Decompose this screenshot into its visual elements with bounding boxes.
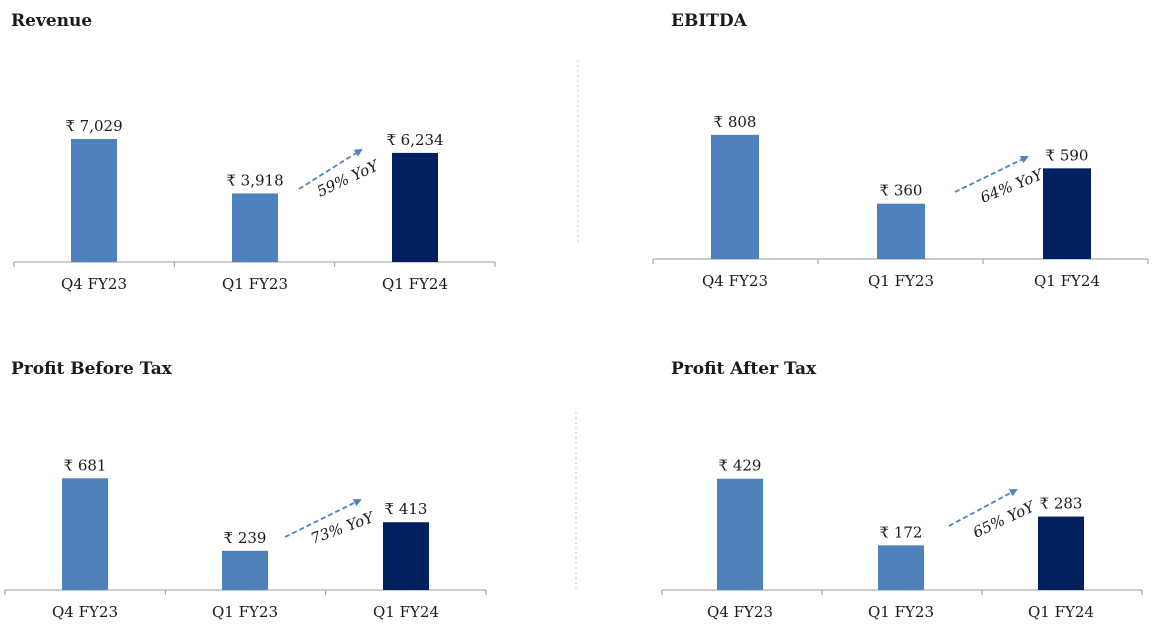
chart-panel-3: Profit Before Tax ₹ 681 Q4 FY23 ₹ 239 Q1 FY2…: [4, 359, 487, 621]
bar-q1-fy23: [877, 203, 925, 259]
category-label: Q1 FY24: [373, 603, 439, 621]
category-label: Q1 FY24: [1028, 603, 1094, 621]
category-label: Q1 FY24: [1034, 272, 1100, 290]
growth-annotation: 65% YoY: [970, 497, 1039, 542]
growth-arrow: [298, 148, 363, 190]
data-label: ₹ 239: [224, 529, 267, 547]
category-label: Q1 FY23: [868, 272, 934, 290]
category-label: Q4 FY23: [707, 603, 773, 621]
bar-q4-fy23: [71, 138, 117, 262]
data-label: ₹ 429: [719, 457, 762, 475]
category-label: Q4 FY23: [702, 272, 768, 290]
chart-title: Profit After Tax: [671, 359, 817, 379]
data-label: ₹ 7,029: [65, 117, 122, 135]
data-label: ₹ 360: [880, 182, 923, 200]
data-label: ₹ 3,918: [226, 171, 283, 189]
bar-q1-fy23: [878, 545, 924, 590]
growth-arrow: [954, 156, 1029, 193]
chart-title: EBITDA: [671, 11, 748, 31]
data-label: ₹ 590: [1046, 146, 1089, 164]
category-label: Q4 FY23: [61, 275, 127, 293]
growth-arrow: [948, 489, 1018, 527]
data-label: ₹ 6,234: [386, 131, 443, 149]
data-label: ₹ 413: [385, 500, 428, 518]
category-label: Q4 FY23: [52, 603, 118, 621]
bar-q1-fy23: [232, 193, 278, 262]
chart-panel-1: Revenue ₹ 7,029 Q4 FY23 ₹ 3,918 Q1 FY23 ₹ 6,2…: [11, 11, 496, 293]
growth-annotation: 73% YoY: [308, 508, 378, 548]
chart-title: Revenue: [11, 11, 92, 31]
growth-annotation: 59% YoY: [314, 156, 383, 201]
bar-q1-fy24: [383, 522, 429, 590]
category-label: Q1 FY24: [382, 275, 448, 293]
category-label: Q1 FY23: [222, 275, 288, 293]
bar-q1-fy24: [1038, 516, 1084, 590]
data-label: ₹ 172: [880, 523, 923, 541]
growth-arrow: [284, 499, 362, 538]
bar-q1-fy23: [222, 550, 268, 590]
category-label: Q1 FY23: [212, 603, 278, 621]
data-label: ₹ 283: [1040, 495, 1083, 513]
chart-panel-4: Profit After Tax ₹ 429 Q4 FY23 ₹ 172 Q1 FY23…: [661, 359, 1143, 621]
growth-annotation: 64% YoY: [978, 165, 1048, 207]
chart-title: Profit Before Tax: [11, 359, 173, 379]
data-label: ₹ 681: [64, 456, 107, 474]
bar-q4-fy23: [711, 134, 759, 259]
bar-q4-fy23: [62, 478, 108, 590]
data-label: ₹ 808: [714, 113, 757, 131]
chart-panel-2: EBITDA ₹ 808 Q4 FY23 ₹ 360 Q1 FY23 ₹ 590 Q1 FY…: [652, 11, 1149, 290]
category-label: Q1 FY23: [868, 603, 934, 621]
bar-q1-fy24: [392, 152, 438, 262]
bar-q1-fy24: [1043, 168, 1091, 259]
bar-q4-fy23: [717, 478, 763, 590]
